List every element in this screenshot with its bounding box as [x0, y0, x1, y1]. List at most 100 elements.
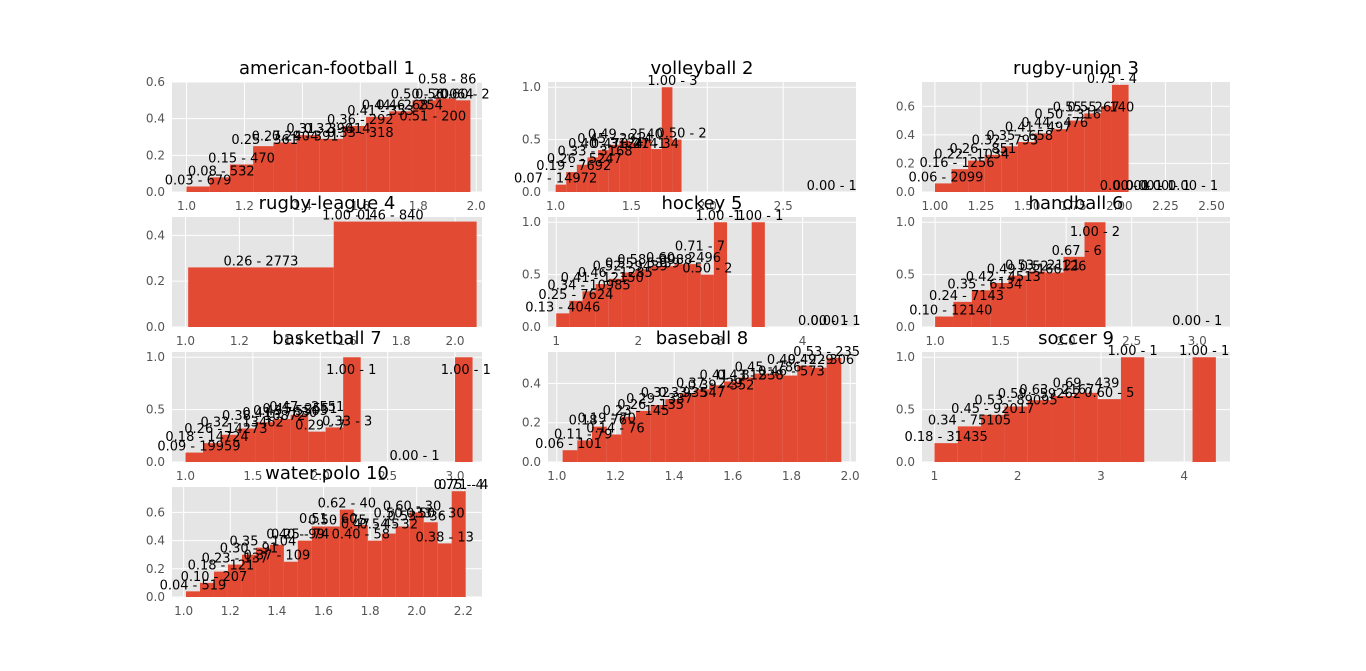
data-label: 0.45 - 92017 [951, 402, 1034, 417]
bar [241, 554, 256, 597]
bar [555, 184, 567, 192]
data-label: 0.75 - 4 [434, 478, 484, 493]
bar [409, 512, 424, 597]
data-label: 0.53 - 235 [793, 345, 860, 360]
data-label: 0.41 - 497 [1005, 120, 1072, 135]
bar [687, 264, 701, 327]
bar [339, 509, 354, 597]
data-label: 0.38 - 10872 [222, 409, 305, 424]
data-label: 0.00 - 1 [807, 179, 857, 194]
data-label: 0.32 - 793 [972, 133, 1039, 148]
bar [1074, 392, 1098, 462]
x-tick-label: 3 [717, 334, 725, 348]
bar [308, 431, 326, 462]
y-tick-label: 0.4 [896, 128, 915, 142]
data-label: 0.46 - 254 [376, 98, 443, 113]
data-label: 0.49 - 2540 [588, 128, 663, 143]
bar [1027, 400, 1052, 462]
bar [1026, 271, 1046, 327]
data-label: 0.37 - 229 [676, 376, 743, 391]
data-label: 0.69 - 439 [1053, 377, 1120, 392]
data-label: 0.31 - 390 [286, 122, 353, 137]
bar [619, 140, 630, 192]
bar [621, 272, 636, 327]
data-label: 0.46 - 573 [758, 365, 825, 380]
bar [255, 422, 274, 462]
data-label: 0.50 - 200 [391, 87, 458, 102]
bar [556, 313, 570, 327]
y-tick-label: 0.0 [522, 455, 541, 469]
data-label: 0.33 - 3 [322, 414, 372, 429]
data-label: 0.49 - 306 [787, 353, 854, 368]
data-label: 0.54 - 32 [360, 518, 418, 533]
data-label: 0.34 - 75105 [928, 413, 1011, 428]
subplot-7: 1.0 1.5 2.0 2.5 3.0 0.0 0.5 1.0 0.09 - 199590.18… [146, 328, 491, 483]
data-label: 0.26 - 5247 [547, 152, 622, 167]
x-tick-label: 1.75 [1060, 199, 1087, 213]
data-label: 1.00 - 1 [733, 209, 783, 224]
y-tick-label: 0.5 [522, 268, 541, 282]
data-label: 0.55 - 140 [1068, 100, 1135, 115]
x-tick-label: 1.0 [926, 334, 945, 348]
data-label: 0.53 - 2121 [1005, 258, 1080, 273]
y-tick-label: 0.0 [896, 320, 915, 334]
bar [1097, 399, 1121, 462]
data-label: 0.59 - 59262 [998, 387, 1081, 402]
data-label: 0.18 - 31435 [905, 430, 988, 445]
bar [381, 533, 396, 597]
x-tick-label: 1.0 [176, 334, 195, 348]
bar [1063, 256, 1085, 327]
x-tick-label: 2.50 [1198, 199, 1225, 213]
data-label: 0.19 - 7692 [536, 159, 611, 174]
data-label: 0.75 - 4 [1087, 72, 1137, 87]
data-label: 0.26 - 135 [617, 398, 684, 413]
bar [957, 426, 982, 462]
data-label: 0.47 - 2551 [269, 400, 344, 415]
bar [1017, 142, 1035, 192]
bar [797, 365, 812, 462]
data-label: 1.00 - 1 [695, 209, 745, 224]
data-label: 0.43 - 338 [717, 368, 784, 383]
x-tick-label: 1.6 [314, 604, 333, 618]
x-tick-label: 1.2 [606, 469, 625, 483]
x-tick-label: 2.5 [774, 199, 793, 213]
y-tick-label: 0.0 [522, 320, 541, 334]
bar [229, 164, 254, 192]
bar [1067, 120, 1085, 192]
y-tick-label: 0.5 [522, 133, 541, 147]
x-tick-label: 2.0 [841, 469, 860, 483]
x-tick-label: 1.6 [338, 334, 357, 348]
x-tick-label: 1.0 [176, 469, 195, 483]
data-label: 0.60 - 2496 [646, 251, 721, 266]
subplot-title: rugby-league 4 [259, 193, 396, 214]
data-label: 0.00 - 1 [1113, 179, 1163, 194]
bar-group [556, 222, 765, 327]
subplot-title: basketball 7 [272, 328, 381, 349]
bar [566, 172, 577, 192]
data-label: 0.33 - 3168 [558, 144, 633, 159]
y-tick-label: 0.0 [896, 455, 915, 469]
data-label: 0.07 - 14972 [514, 172, 597, 187]
x-tick-label: 1.0 [546, 199, 565, 213]
x-tick-label: 1.4 [293, 199, 312, 213]
bar [935, 316, 954, 327]
x-tick-label: 1 [931, 469, 939, 483]
x-tick-label: 1.5 [243, 469, 262, 483]
data-label: 0.04 - 519 [160, 578, 227, 593]
x-tick-label: 1 [552, 334, 560, 348]
y-tick-label: 0.4 [146, 112, 165, 126]
data-label: 0.32 - 414 [304, 122, 371, 137]
bar [751, 222, 765, 327]
data-label: 1.00 - 2 [1070, 225, 1120, 240]
bar-group [188, 221, 477, 327]
data-label: 0.58 - 86 [418, 73, 476, 88]
y-tick-label: 0.0 [146, 590, 165, 604]
bar [185, 591, 200, 597]
x-tick-label: 4 [799, 334, 807, 348]
bar [437, 543, 452, 597]
data-label: 0.37 - 109 [244, 549, 311, 564]
data-label: 0.50 - 316 [1034, 108, 1101, 123]
bar [621, 416, 636, 462]
bar [455, 100, 471, 192]
